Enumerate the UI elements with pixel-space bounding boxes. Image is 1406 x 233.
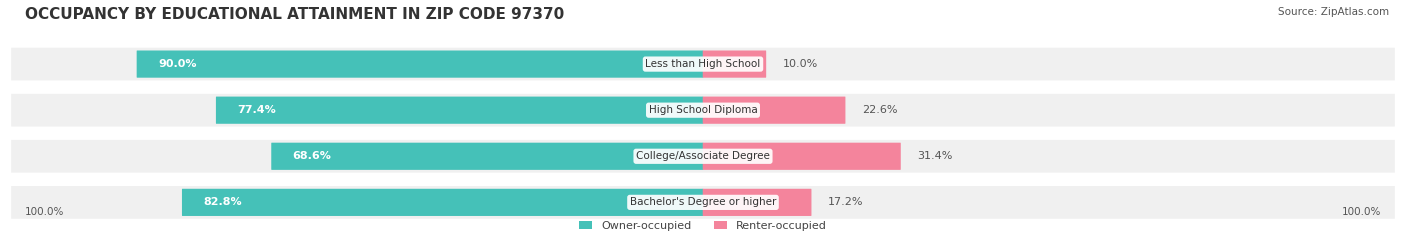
Text: 17.2%: 17.2% — [828, 197, 863, 207]
FancyBboxPatch shape — [703, 51, 766, 78]
Text: Less than High School: Less than High School — [645, 59, 761, 69]
FancyBboxPatch shape — [703, 97, 845, 124]
Text: 22.6%: 22.6% — [862, 105, 897, 115]
Text: 100.0%: 100.0% — [25, 207, 65, 217]
Text: College/Associate Degree: College/Associate Degree — [636, 151, 770, 161]
Text: 31.4%: 31.4% — [917, 151, 953, 161]
Text: High School Diploma: High School Diploma — [648, 105, 758, 115]
Legend: Owner-occupied, Renter-occupied: Owner-occupied, Renter-occupied — [579, 221, 827, 231]
Text: 68.6%: 68.6% — [292, 151, 332, 161]
Text: 82.8%: 82.8% — [204, 197, 242, 207]
FancyBboxPatch shape — [11, 94, 1395, 127]
Text: Bachelor's Degree or higher: Bachelor's Degree or higher — [630, 197, 776, 207]
FancyBboxPatch shape — [11, 186, 1395, 219]
Text: 10.0%: 10.0% — [783, 59, 818, 69]
FancyBboxPatch shape — [271, 143, 703, 170]
Text: OCCUPANCY BY EDUCATIONAL ATTAINMENT IN ZIP CODE 97370: OCCUPANCY BY EDUCATIONAL ATTAINMENT IN Z… — [25, 7, 565, 22]
FancyBboxPatch shape — [703, 189, 811, 216]
Text: Source: ZipAtlas.com: Source: ZipAtlas.com — [1278, 7, 1389, 17]
Text: 90.0%: 90.0% — [157, 59, 197, 69]
FancyBboxPatch shape — [11, 48, 1395, 80]
FancyBboxPatch shape — [217, 97, 703, 124]
FancyBboxPatch shape — [136, 51, 703, 78]
Text: 100.0%: 100.0% — [1341, 207, 1381, 217]
Text: 77.4%: 77.4% — [238, 105, 276, 115]
FancyBboxPatch shape — [181, 189, 703, 216]
FancyBboxPatch shape — [703, 143, 901, 170]
FancyBboxPatch shape — [11, 140, 1395, 173]
